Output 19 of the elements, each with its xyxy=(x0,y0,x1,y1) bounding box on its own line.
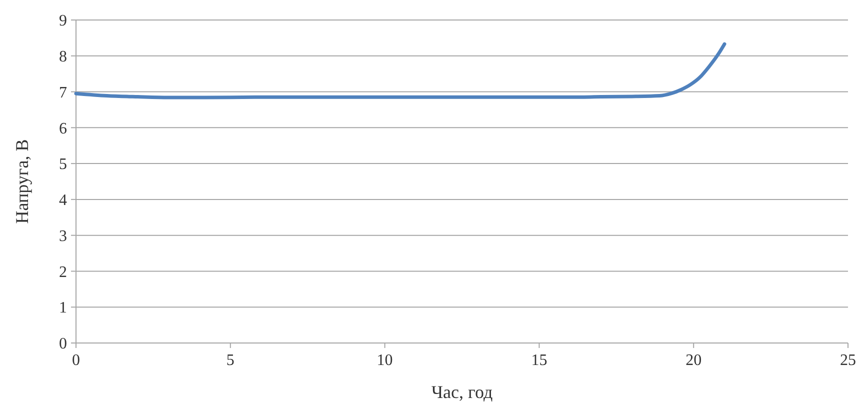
y-tick-label: 0 xyxy=(59,336,67,353)
x-axis-title: Час, год xyxy=(431,382,493,402)
x-tick-label: 5 xyxy=(226,352,234,369)
y-axis-title: Напруга, В xyxy=(12,139,32,224)
y-tick-label: 3 xyxy=(59,228,67,245)
y-tick-label: 2 xyxy=(59,264,67,281)
x-tick-label: 0 xyxy=(72,352,80,369)
x-tick-label: 25 xyxy=(840,352,856,369)
y-tick-label: 6 xyxy=(59,120,67,138)
line-series xyxy=(74,42,726,100)
y-tick-label: 8 xyxy=(59,48,67,66)
x-tick-label: 10 xyxy=(376,352,393,369)
x-tick-label: 20 xyxy=(686,352,702,369)
y-tick-label: 5 xyxy=(59,156,67,174)
y-tick-label: 7 xyxy=(59,84,67,102)
y-tick-label: 4 xyxy=(59,192,67,210)
y-tick-label: 1 xyxy=(59,300,67,317)
y-tick-label: 9 xyxy=(59,12,67,30)
x-tick-label: 15 xyxy=(531,352,548,369)
